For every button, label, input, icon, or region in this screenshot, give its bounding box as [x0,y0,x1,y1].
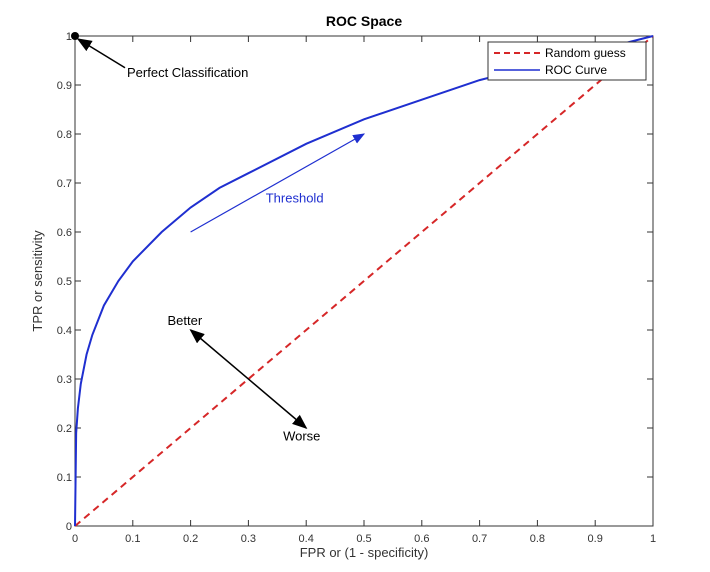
random-guess-line [74,35,654,527]
threshold-arrow [190,133,366,233]
chart-title: ROC Space [326,13,402,29]
x-tick-label: 0.3 [241,533,256,545]
legend: Random guess ROC Curve [487,41,647,81]
y-tick-label: 0.9 [57,80,72,92]
y-tick-label: 0.7 [57,178,72,190]
y-tick-label: 0 [66,521,72,533]
y-tick-label: 1 [66,31,72,43]
x-tick-label: 0.4 [299,533,314,545]
x-tick-label: 0.8 [530,533,545,545]
y-tick-label: 0.3 [57,374,72,386]
x-tick-label: 0.9 [588,533,603,545]
legend-box [487,41,647,81]
x-axis-label: FPR or (1 - specificity) [300,545,429,560]
x-tick-label: 0 [72,533,78,545]
y-tick-label: 0.1 [57,472,72,484]
x-tick-label: 0.5 [356,533,371,545]
better-label: Better [167,313,202,328]
perfect-classification-arrow [76,38,126,69]
y-tick-label: 0.6 [57,227,72,239]
threshold-label: Threshold [266,191,324,206]
perfect-classification-label: Perfect Classification [127,65,248,80]
legend-label-roc: ROC Curve [545,63,607,77]
x-tick-label: 0.7 [472,533,487,545]
x-tick-label: 0.2 [183,533,198,545]
perfect-classification-point [71,32,79,40]
worse-label: Worse [283,428,320,443]
roc-curve-line [74,35,654,527]
y-tick-label: 0.8 [57,129,72,141]
better-worse-arrow [189,329,308,429]
legend-label-random: Random guess [545,46,626,60]
x-tick-label: 0.6 [414,533,429,545]
y-axis-label: TPR or sensitivity [30,230,45,332]
x-tick-label: 1 [650,533,656,545]
x-tick-label: 0.1 [125,533,140,545]
y-tick-label: 0.4 [57,325,72,337]
y-tick-label: 0.5 [57,276,72,288]
y-tick-label: 0.2 [57,423,72,435]
